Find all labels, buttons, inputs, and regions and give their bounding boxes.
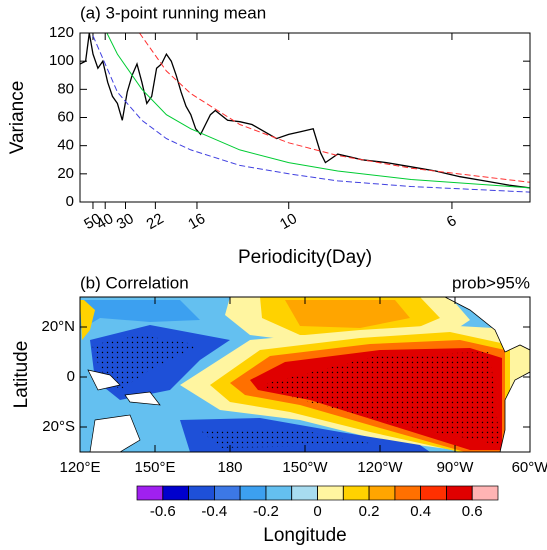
y-tick-label: 20°S — [42, 418, 75, 435]
colorbar-tick-label: -0.2 — [253, 503, 279, 520]
colorbar-box — [136, 485, 164, 501]
map-frame — [79, 296, 531, 453]
y-tick-label: 100 — [49, 52, 74, 69]
x-tick-label: 50 — [81, 210, 104, 233]
x-tick-label: 150°E — [134, 459, 175, 476]
y-tick-label: 80 — [57, 80, 74, 97]
plot-lines — [80, 33, 530, 193]
x-axis-label: Periodicity(Day) — [238, 247, 372, 268]
series-line — [80, 33, 530, 189]
series-line — [92, 35, 530, 193]
colorbar-box — [291, 485, 318, 501]
chart-title: (a) 3-point running mean — [80, 3, 266, 22]
colorbar-box — [265, 485, 293, 501]
colorbar-tick-label: 0.6 — [462, 503, 483, 520]
colorbar-tick-label: -0.4 — [201, 503, 227, 520]
colorbar-box — [471, 485, 499, 501]
x-tick-label: 60°W — [512, 459, 547, 476]
series-line — [106, 33, 530, 189]
chart-title: (b) Correlation — [80, 273, 189, 292]
map-field — [80, 297, 530, 452]
plot-frame — [79, 32, 531, 203]
x-tick-label: 90°W — [437, 459, 475, 476]
colorbar-tick-label: 0 — [313, 503, 321, 520]
x-tick-label: 40 — [93, 210, 116, 233]
y-axis-label: Variance — [7, 81, 28, 155]
y-tick-label: 0 — [66, 193, 74, 210]
colorbar-box — [368, 485, 396, 501]
x-tick-label: 6 — [444, 212, 460, 231]
x-tick-label: 120°W — [357, 459, 403, 476]
colorbar-tick-label: 0.2 — [359, 503, 380, 520]
colorbar-tick-label: -0.6 — [150, 503, 176, 520]
x-tick-label: 16 — [185, 210, 208, 233]
colorbar-box — [162, 485, 189, 501]
x-tick-label: 22 — [144, 210, 167, 233]
annotation: prob>95% — [452, 273, 530, 292]
x-tick-label: 10 — [277, 210, 300, 233]
colorbar-box — [317, 485, 344, 501]
x-tick-label: 120°E — [59, 459, 100, 476]
y-axis-label: Latitude — [11, 341, 32, 409]
y-tick-label: 20 — [57, 165, 74, 182]
y-tick-label: 60 — [57, 108, 74, 125]
x-tick-label: 180 — [217, 459, 242, 476]
colorbar-box — [394, 485, 421, 501]
colorbar-box — [188, 485, 215, 501]
colorbar-box — [446, 485, 473, 501]
colorbar-box — [239, 485, 267, 501]
x-tick-label: 30 — [114, 210, 137, 233]
y-tick-label: 20°N — [41, 318, 75, 335]
series-line — [139, 33, 530, 183]
x-tick-label: 150°W — [282, 459, 328, 476]
y-tick-label: 0 — [67, 368, 75, 385]
y-tick-label: 120 — [49, 24, 74, 41]
x-axis-label: Longitude — [263, 525, 346, 546]
colorbar-tick-label: 0.4 — [410, 503, 431, 520]
y-tick-label: 40 — [57, 137, 74, 154]
colorbar-box — [420, 485, 447, 501]
colorbar-box — [214, 485, 241, 501]
colorbar-box — [342, 485, 370, 501]
